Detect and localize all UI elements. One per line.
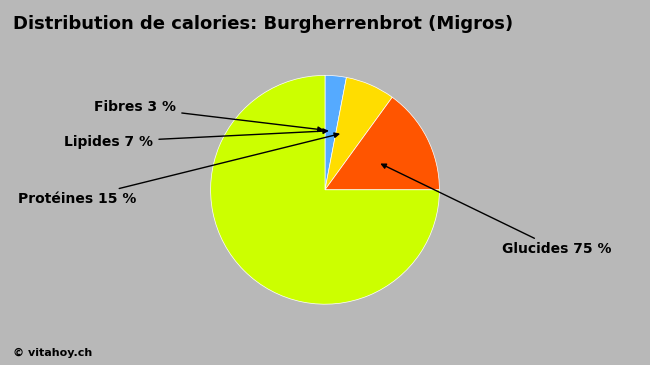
Text: © vitahoy.ch: © vitahoy.ch [13, 347, 92, 358]
Text: Distribution de calories: Burgherrenbrot (Migros): Distribution de calories: Burgherrenbrot… [13, 15, 513, 32]
Text: Fibres 3 %: Fibres 3 % [94, 100, 322, 131]
Wedge shape [325, 97, 439, 190]
Wedge shape [325, 76, 346, 190]
Text: Glucides 75 %: Glucides 75 % [382, 164, 612, 256]
Text: Lipides 7 %: Lipides 7 % [64, 129, 328, 149]
Wedge shape [211, 76, 439, 304]
Wedge shape [325, 77, 392, 190]
Text: Protéines 15 %: Protéines 15 % [18, 133, 339, 206]
